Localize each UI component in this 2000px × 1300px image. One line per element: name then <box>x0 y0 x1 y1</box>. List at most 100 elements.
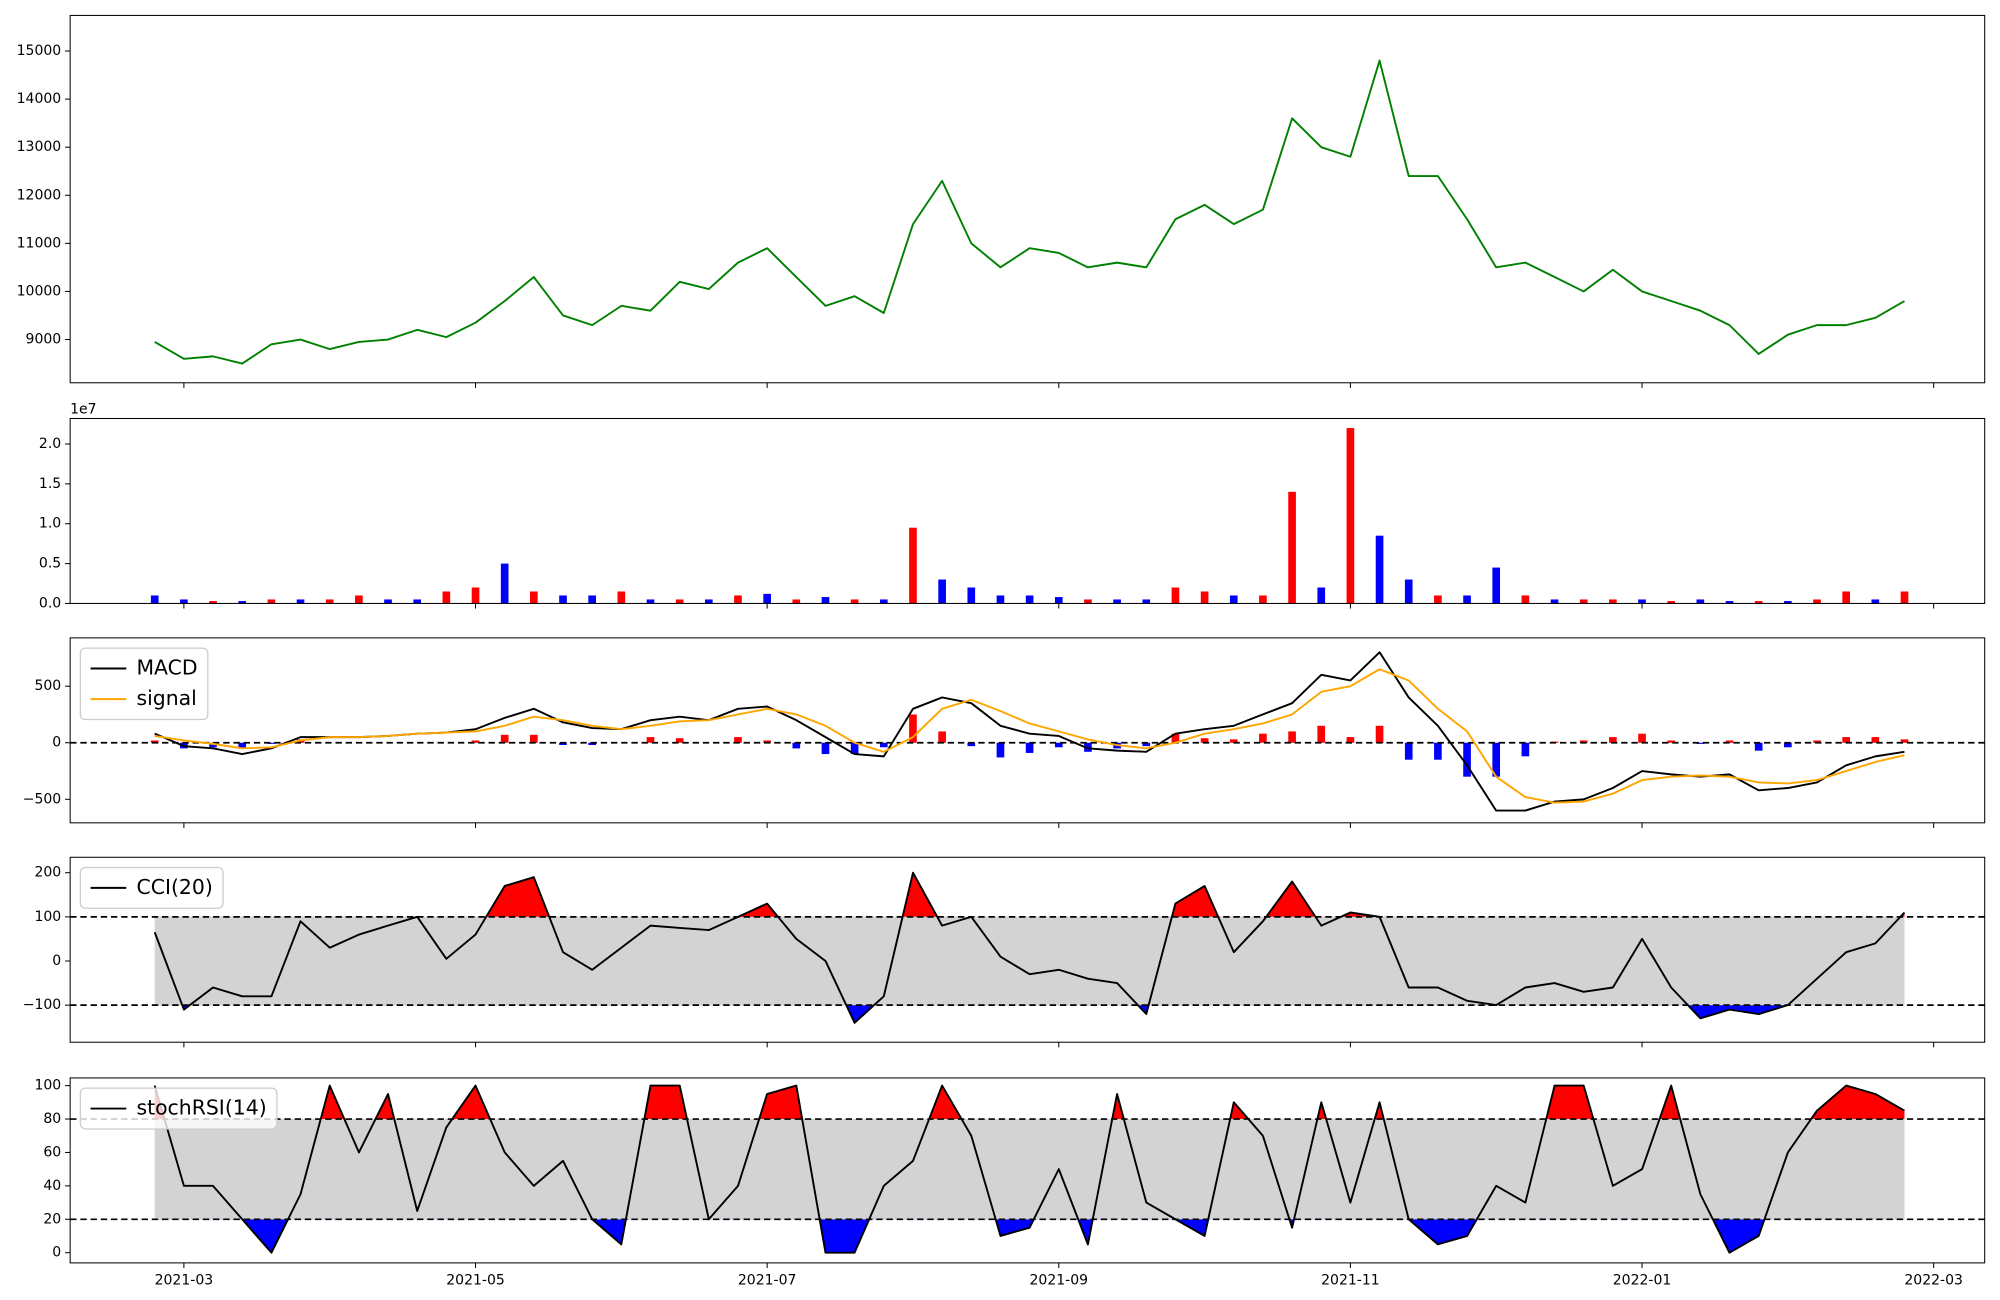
bar <box>1784 601 1792 604</box>
bar <box>1638 599 1646 604</box>
panel <box>150 428 1909 604</box>
histogram-bar <box>909 714 917 743</box>
histogram-bar <box>500 734 509 743</box>
histogram-bar <box>1871 737 1880 743</box>
x-tick-label: 2021-03 <box>155 1273 214 1289</box>
bar <box>1871 599 1880 604</box>
bar <box>1667 601 1676 604</box>
histogram-bar <box>1842 737 1850 743</box>
bar <box>734 595 742 604</box>
bar <box>1754 601 1763 604</box>
series-line <box>153 871 1906 1024</box>
bar <box>879 599 888 604</box>
y-tick-label: 20 <box>43 1211 61 1227</box>
bar <box>588 595 596 604</box>
y-tick-label: 60 <box>43 1144 61 1160</box>
y-tick-label: 1.0 <box>39 516 61 532</box>
bar <box>1579 599 1588 604</box>
bar <box>1288 491 1296 604</box>
histogram-bar <box>1754 742 1763 751</box>
neutral-band <box>154 916 1905 1006</box>
y-tick-label: 12000 <box>17 187 62 203</box>
histogram-bar <box>267 742 276 744</box>
panel <box>70 1084 1985 1254</box>
legend-box <box>79 866 224 909</box>
series-line <box>154 668 1905 804</box>
bar <box>821 597 830 604</box>
bar <box>1404 579 1413 604</box>
y-tick-label: 9000 <box>26 332 62 348</box>
axes-frame <box>69 856 1986 1043</box>
bar <box>1113 599 1121 604</box>
histogram-bar <box>1259 733 1267 743</box>
legend-box <box>79 1087 278 1130</box>
bar <box>1492 567 1501 604</box>
y-tick-label: 11000 <box>17 235 62 251</box>
bar <box>530 591 538 604</box>
axes-frame <box>69 14 1986 384</box>
bar <box>996 595 1005 604</box>
histogram-bar <box>763 740 771 743</box>
bar <box>938 579 946 604</box>
bar <box>792 599 801 604</box>
bar <box>1463 595 1471 604</box>
y-tick-label: 100 <box>34 909 61 925</box>
histogram-bar <box>1317 725 1326 743</box>
histogram-bar <box>734 737 742 743</box>
bar <box>1171 587 1180 604</box>
x-tick-label: 2022-01 <box>1613 1273 1672 1289</box>
axes-frame <box>69 1077 1986 1264</box>
histogram-bar <box>879 742 888 748</box>
histogram-bar <box>1609 737 1617 743</box>
axes-frame <box>69 417 1986 604</box>
bar <box>413 599 422 604</box>
y-tick-label: 13000 <box>17 139 62 155</box>
bar <box>1142 599 1151 604</box>
x-tick-label: 2022-03 <box>1904 1273 1963 1289</box>
histogram-bar <box>1025 742 1034 753</box>
y-offset-label: 1e7 <box>70 402 96 418</box>
bar <box>617 591 626 604</box>
histogram-bar <box>238 742 247 749</box>
bar <box>1813 599 1821 604</box>
histogram-bar <box>996 742 1005 758</box>
bar <box>1259 595 1267 604</box>
oversold-fill <box>154 1005 1905 1023</box>
bar <box>646 599 655 604</box>
histogram-bar <box>530 734 538 743</box>
panel <box>70 651 1985 812</box>
histogram-bar <box>1054 742 1063 748</box>
bar <box>1521 595 1530 604</box>
histogram-bar <box>1171 733 1180 743</box>
bar <box>763 593 771 604</box>
bar <box>967 587 976 604</box>
bar <box>1434 595 1442 604</box>
histogram-bar <box>1375 725 1384 743</box>
histogram-bar <box>1288 731 1296 743</box>
histogram-bar <box>588 742 596 746</box>
bar <box>471 587 480 604</box>
histogram-bar <box>646 737 655 743</box>
histogram-bar <box>471 740 480 743</box>
histogram-bar <box>1200 738 1209 743</box>
y-tick-label: 80 <box>43 1111 61 1127</box>
histogram-bar <box>1084 742 1092 752</box>
y-tick-label: 1.5 <box>39 476 61 492</box>
bar <box>850 599 859 604</box>
panel <box>70 871 1985 1024</box>
histogram-bar <box>209 742 217 748</box>
y-tick-label: 500 <box>34 678 61 694</box>
histogram-bar <box>1638 733 1646 743</box>
y-tick-label: 0 <box>52 1245 61 1261</box>
histogram-bar <box>967 742 976 747</box>
neutral-band <box>154 1119 1905 1220</box>
bar <box>1725 601 1734 604</box>
y-tick-label: 14000 <box>17 91 62 107</box>
bar <box>325 599 334 604</box>
y-tick-label: 2.0 <box>39 436 61 452</box>
y-tick-label: −500 <box>23 791 62 807</box>
overbought-fill <box>154 872 1905 917</box>
bar <box>1900 591 1909 604</box>
bar <box>1054 597 1063 604</box>
